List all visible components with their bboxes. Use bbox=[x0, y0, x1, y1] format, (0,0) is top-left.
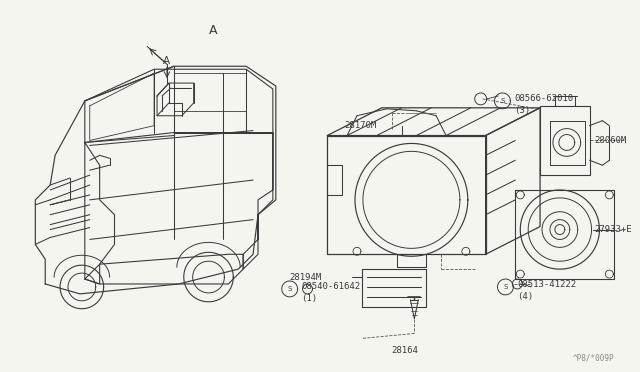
Text: (1): (1) bbox=[301, 294, 317, 303]
Text: 27933+E: 27933+E bbox=[595, 225, 632, 234]
Text: 08513-41222: 08513-41222 bbox=[517, 280, 577, 289]
Text: 28170M: 28170M bbox=[344, 121, 376, 130]
Text: A: A bbox=[209, 24, 218, 37]
Text: ^P8/*009P: ^P8/*009P bbox=[573, 354, 614, 363]
Text: (4): (4) bbox=[517, 292, 533, 301]
Text: S: S bbox=[500, 98, 505, 104]
Text: (3): (3) bbox=[515, 106, 531, 115]
Text: S: S bbox=[287, 286, 292, 292]
Text: 08566-62010: 08566-62010 bbox=[515, 94, 573, 103]
Text: 28060M: 28060M bbox=[595, 136, 627, 145]
Text: 28194M: 28194M bbox=[290, 273, 322, 282]
Text: 08540-61642: 08540-61642 bbox=[301, 282, 361, 291]
Text: S: S bbox=[503, 284, 508, 290]
Text: 28164: 28164 bbox=[391, 346, 418, 355]
Text: A: A bbox=[163, 56, 170, 66]
